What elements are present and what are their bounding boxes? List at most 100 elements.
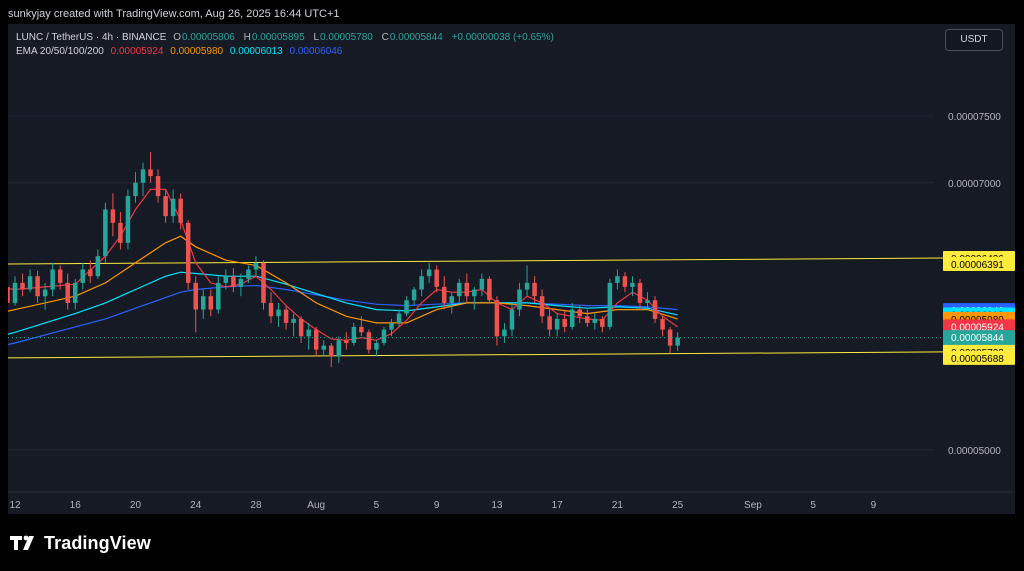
symbol-info: LUNC / TetherUS · 4h · BINANCE — [16, 32, 167, 43]
ema20-value: 0.00005924 — [110, 46, 164, 57]
y-tick-label: 0.00007000 — [948, 179, 1001, 190]
candle-body — [261, 262, 266, 303]
currency-button[interactable]: USDT — [945, 29, 1003, 51]
candle-body — [381, 329, 387, 343]
x-tick-label: 5 — [810, 500, 816, 511]
candlestick-chart[interactable]: 0.000075000.000070000.000050000.00006436… — [8, 24, 1015, 514]
candle-body — [306, 329, 311, 337]
y-tick-label: 0.00007500 — [948, 112, 1001, 123]
symbol-legend: LUNC / TetherUS · 4h · BINANCE O0.000058… — [16, 32, 556, 43]
x-tick-label: 13 — [491, 500, 503, 511]
candle-body — [404, 300, 409, 314]
candle-body — [449, 296, 454, 303]
candle-body — [268, 302, 274, 317]
y-tick-label: 0.00005000 — [948, 446, 1001, 457]
candle-body — [246, 269, 251, 279]
x-tick-label: 16 — [70, 500, 82, 511]
candle-body — [88, 269, 93, 277]
candle-body — [434, 269, 439, 287]
candle-body — [675, 337, 680, 346]
candle-body — [637, 282, 643, 303]
ema-label: EMA 20/50/100/200 — [16, 46, 104, 57]
price-label-bg — [943, 257, 1015, 272]
candle-body — [494, 300, 500, 337]
candle-body — [298, 318, 304, 337]
candle-body — [178, 198, 183, 223]
candle-body — [660, 318, 665, 330]
candle-body — [110, 209, 116, 223]
candle-body — [35, 276, 40, 297]
candle-body — [411, 289, 417, 301]
candle-body — [155, 176, 161, 197]
candle-body — [547, 316, 552, 330]
x-tick-label: 9 — [434, 500, 440, 511]
brand-footer: TradingView — [10, 530, 151, 556]
candle-body — [103, 209, 108, 257]
candle-body — [524, 282, 530, 290]
candle-body — [208, 296, 214, 310]
chart-panel[interactable]: 0.000075000.000070000.000050000.00006436… — [8, 24, 1015, 514]
low-value: L0.00005780 — [313, 32, 373, 43]
candle-body — [562, 318, 567, 327]
candle-body — [539, 296, 545, 317]
candle-body — [622, 276, 628, 287]
open-label: O — [173, 32, 181, 43]
candle-body — [95, 256, 101, 277]
candle-body — [479, 278, 485, 290]
candle-body — [201, 296, 206, 310]
candle-body — [351, 326, 357, 343]
x-tick-label: Sep — [744, 500, 762, 511]
candle-body — [253, 262, 259, 270]
x-tick-label: 25 — [672, 500, 684, 511]
candle-body — [148, 169, 153, 177]
candle-body — [72, 282, 78, 303]
candle-body — [276, 309, 281, 317]
candle-body — [57, 269, 63, 283]
last-price-label: 0.00005844 — [951, 333, 1004, 344]
candle-body — [652, 300, 658, 319]
candle-body — [396, 313, 402, 323]
x-tick-label: 20 — [130, 500, 142, 511]
candle-body — [389, 322, 394, 330]
change-value: +0.00000038 (+0.65%) — [451, 32, 554, 43]
price-label: 0.00005924 — [951, 322, 1004, 333]
candle-body — [667, 329, 673, 346]
candle-body — [216, 282, 221, 310]
ema200-line — [8, 284, 678, 346]
candle-body — [464, 282, 470, 297]
x-tick-label: 9 — [871, 500, 877, 511]
x-tick-label: 12 — [9, 500, 21, 511]
candle-body — [65, 282, 70, 303]
candle-body — [577, 309, 582, 317]
candle-body — [359, 326, 364, 333]
candle-body — [80, 269, 86, 283]
candle-body — [20, 282, 25, 290]
ema50-line — [8, 235, 678, 324]
candle-body — [118, 222, 123, 243]
candle-body — [291, 318, 296, 323]
candle-body — [231, 276, 236, 287]
low-label: L — [313, 32, 320, 43]
open-value: O0.00005806 — [173, 32, 235, 43]
brand-name: TradingView — [44, 532, 151, 553]
price-label-bg — [943, 350, 1015, 365]
candle-body — [125, 196, 131, 243]
high-label: H — [243, 32, 251, 43]
candle-body — [517, 289, 522, 310]
close-value: C0.00005844 — [381, 32, 443, 43]
candle-body — [630, 282, 635, 287]
candle-body — [457, 282, 462, 297]
candle-body — [336, 340, 342, 357]
candle-body — [8, 286, 10, 303]
ema100-value: 0.00006013 — [229, 46, 283, 57]
candle-body — [426, 269, 432, 277]
x-tick-label: 17 — [552, 500, 564, 511]
candle-body — [502, 329, 507, 337]
price-label: 0.00005688 — [951, 354, 1004, 365]
candle-body — [133, 182, 138, 197]
candle-body — [42, 289, 48, 297]
candle-body — [366, 332, 372, 350]
candle-body — [223, 276, 229, 283]
candle-body — [607, 282, 613, 327]
candle-body — [509, 309, 515, 330]
